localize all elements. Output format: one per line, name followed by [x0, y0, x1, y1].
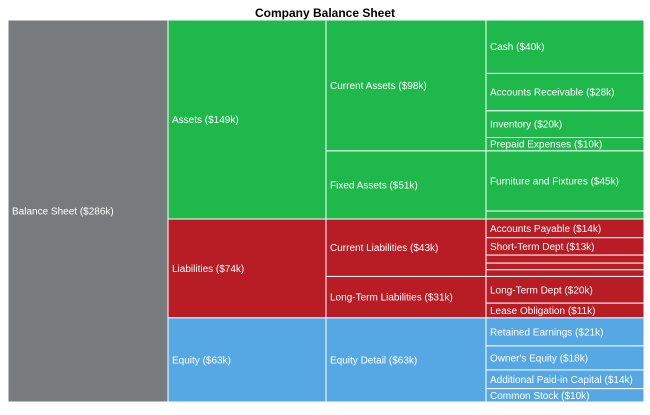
label-current-liabilities: Current Liabilities ($43k): [330, 243, 438, 254]
label-common-stock: Common Stock ($10k): [490, 391, 589, 402]
label-equity-detail: Equity Detail ($63k): [330, 355, 417, 366]
cell-assets[interactable]: [167, 19, 327, 220]
cell-cash[interactable]: [485, 19, 645, 74]
label-short-term-dept: Short-Term Dept ($13k): [490, 242, 594, 253]
label-additional-paid-in-capital: Additional Paid-in Capital ($14k): [490, 375, 633, 386]
cell-retained-earnings[interactable]: [485, 317, 645, 347]
cell-common-stock[interactable]: [485, 388, 645, 403]
label-owner-s-equity: Owner's Equity ($18k): [490, 353, 588, 364]
label-long-term-dept: Long-Term Dept ($20k): [490, 285, 593, 296]
cell-current-liabilities[interactable]: [325, 218, 487, 277]
label-assets: Assets ($149k): [172, 115, 239, 126]
label-equity: Equity ($63k): [172, 355, 231, 366]
cell-blank[interactable]: [485, 254, 645, 264]
cell-blank[interactable]: [485, 269, 645, 277]
label-liabilities: Liabilities ($74k): [172, 264, 244, 275]
cell-accounts-receivable[interactable]: [485, 72, 645, 112]
cell-blank[interactable]: [485, 210, 645, 220]
label-cash: Cash ($40k): [490, 42, 544, 53]
cell-long-term-liabilities[interactable]: [325, 275, 487, 319]
label-balance-sheet: Balance Sheet ($286k): [12, 207, 114, 218]
label-retained-earnings: Retained Earnings ($21k): [490, 327, 603, 338]
label-fixed-assets: Fixed Assets ($51k): [330, 180, 418, 191]
label-inventory: Inventory ($20k): [490, 120, 562, 131]
label-long-term-liabilities: Long-Term Liabilities ($31k): [330, 293, 453, 304]
cell-fixed-assets[interactable]: [325, 150, 487, 220]
label-accounts-receivable: Accounts Receivable ($28k): [490, 88, 615, 99]
cell-furniture-and-fixtures[interactable]: [485, 150, 645, 212]
cell-inventory[interactable]: [485, 110, 645, 139]
cell-liabilities[interactable]: [167, 218, 327, 319]
cell-owner-s-equity[interactable]: [485, 345, 645, 371]
cell-long-term-dept[interactable]: [485, 275, 645, 304]
cell-equity-detail[interactable]: [325, 317, 487, 403]
label-furniture-and-fixtures: Furniture and Fixtures ($45k): [490, 176, 619, 187]
label-current-assets: Current Assets ($98k): [330, 81, 427, 92]
label-lease-obligation: Lease Obligation ($11k): [490, 306, 595, 317]
chart-title: Company Balance Sheet: [254, 6, 396, 20]
cell-equity[interactable]: [167, 317, 327, 403]
label-accounts-payable: Accounts Payable ($14k): [490, 224, 601, 235]
label-prepaid-expenses: Prepaid Expenses ($10k): [490, 140, 602, 151]
cell-blank[interactable]: [485, 262, 645, 271]
